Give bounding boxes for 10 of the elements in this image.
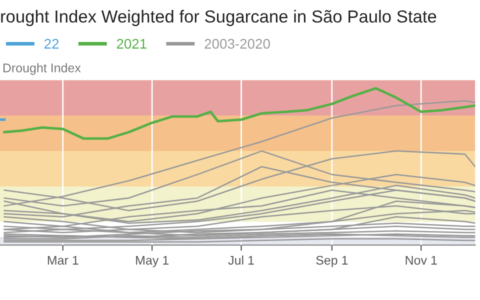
x-tick-label: Sep 1 bbox=[316, 256, 348, 268]
x-tick-label: Mar 1 bbox=[48, 256, 78, 265]
y-axis-title: Drought Index bbox=[3, 63, 81, 75]
legend-label: 22 bbox=[44, 38, 59, 49]
chart-title: rought Index Weighted for Sugarcane in São Paulo State bbox=[1, 10, 436, 26]
x-tick-label: May 1 bbox=[136, 256, 168, 268]
legend-label: 2003-2020 bbox=[204, 38, 270, 49]
x-tick-label: Jul 1 bbox=[228, 256, 254, 265]
legend-label: 2021 bbox=[116, 38, 146, 49]
x-tick-label: Nov 1 bbox=[406, 256, 437, 265]
